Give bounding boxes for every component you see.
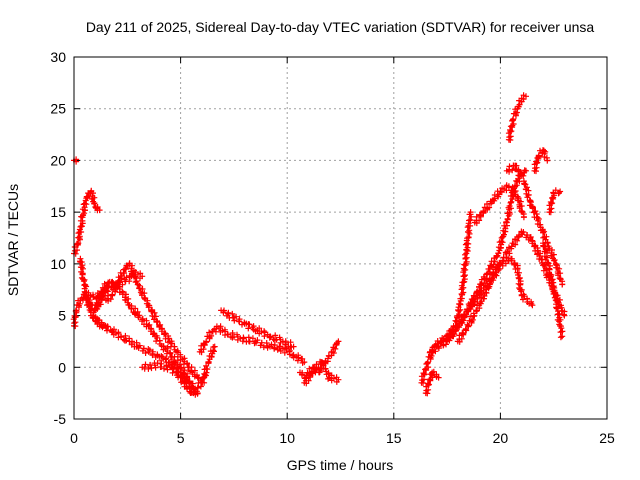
x-axis-label: GPS time / hours xyxy=(287,457,394,473)
series-t25 xyxy=(503,162,525,179)
y-tick-label: 20 xyxy=(50,152,66,168)
y-tick-label: 5 xyxy=(58,308,66,324)
series-t17 xyxy=(471,182,527,227)
data-point-markers xyxy=(71,187,103,257)
plot-frame xyxy=(73,56,608,420)
x-tick-label: 25 xyxy=(599,430,615,446)
x-tick-label: 20 xyxy=(493,430,509,446)
chart-title: Day 211 of 2025, Sidereal Day-to-day VTE… xyxy=(86,19,595,35)
series-t23 xyxy=(540,240,566,341)
data-point-markers xyxy=(196,323,308,366)
data-point-markers xyxy=(531,147,551,175)
grid-lines xyxy=(74,57,607,419)
data-point-markers xyxy=(103,260,208,386)
data-point-markers xyxy=(139,343,218,398)
x-tick-label: 15 xyxy=(386,430,402,446)
y-tick-label: -5 xyxy=(54,411,67,427)
series-t18 xyxy=(505,92,529,143)
series-t24 xyxy=(546,187,564,216)
series-t22 xyxy=(531,147,551,175)
series-t12 xyxy=(297,338,342,382)
y-tick-label: 25 xyxy=(50,101,66,117)
y-tick-label: 30 xyxy=(50,49,66,65)
x-tick-label: 0 xyxy=(70,430,78,446)
y-tick-label: 15 xyxy=(50,204,66,220)
series-t07 xyxy=(103,260,208,386)
data-point-markers xyxy=(540,240,566,341)
y-axis-label: SDTVAR / TECUs xyxy=(5,184,21,296)
x-tick-label: 5 xyxy=(177,430,185,446)
data-point-markers xyxy=(297,338,342,382)
series-t13 xyxy=(301,358,342,387)
data-point-markers xyxy=(301,358,342,387)
data-point-markers xyxy=(422,368,442,397)
data-point-markers xyxy=(471,182,527,227)
data-point-markers xyxy=(520,178,566,288)
data-point-markers xyxy=(503,162,525,179)
series-t15 xyxy=(422,368,442,397)
data-point-markers xyxy=(546,187,564,216)
data-point-markers xyxy=(418,209,475,386)
series-t21 xyxy=(520,178,566,288)
series-t02 xyxy=(71,187,103,257)
series-t11 xyxy=(218,307,297,351)
y-tick-label: 0 xyxy=(58,359,66,375)
series-t14 xyxy=(418,209,475,386)
x-tick-label: 10 xyxy=(279,430,295,446)
data-points xyxy=(70,92,568,398)
data-point-markers xyxy=(505,92,529,143)
y-tick-label: 10 xyxy=(50,256,66,272)
series-t10 xyxy=(196,323,308,366)
data-point-markers xyxy=(218,307,297,351)
series-t09 xyxy=(139,343,218,398)
